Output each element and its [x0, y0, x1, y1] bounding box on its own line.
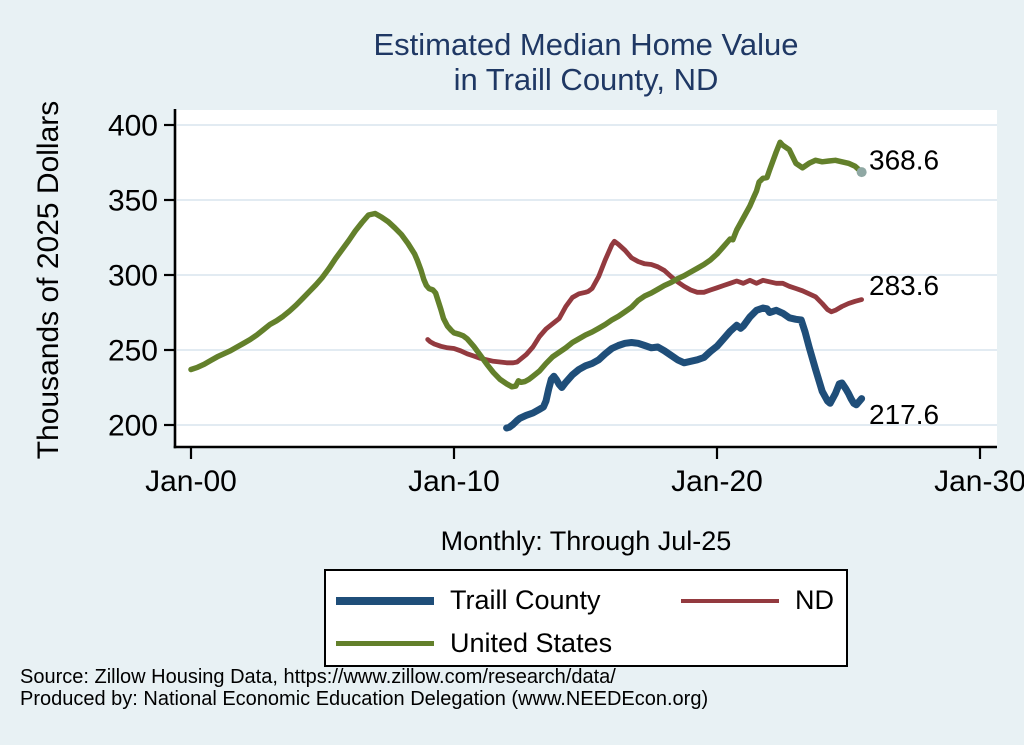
plot-background [175, 110, 997, 447]
line-swatch-nd [681, 598, 779, 603]
end-value-label-us: 368.6 [869, 145, 939, 176]
y-tick-label: 250 [108, 335, 158, 368]
y-tick-label: 300 [108, 260, 158, 293]
end-value-label-nd: 283.6 [869, 270, 939, 301]
y-tick-label: 400 [108, 110, 158, 143]
source-note: Source: Zillow Housing Data, https://www… [20, 666, 708, 710]
legend-item-nd: ND [681, 579, 846, 622]
series-end-marker-us [856, 167, 867, 178]
legend-label-united-states: United States [450, 628, 613, 658]
series-line-traill [503, 304, 866, 432]
x-tick-label: Jan-10 [408, 465, 500, 498]
legend-item-traill-county: Traill County [336, 579, 681, 622]
x-tick-label: Jan-00 [145, 465, 237, 498]
legend-label-nd: ND [795, 585, 834, 615]
x-tick-label: Jan-30 [934, 465, 1024, 498]
source-line: Source: Zillow Housing Data, https://www… [20, 666, 616, 688]
chart-title-line1: Estimated Median Home Value [373, 27, 799, 62]
y-tick-label: 200 [108, 410, 158, 443]
produced-by-line: Produced by: National Economic Education… [20, 688, 709, 710]
chart-subtitle: Monthly: Through Jul-25 [440, 526, 732, 556]
legend: Traill County ND United States [324, 569, 848, 667]
end-value-label-traill: 217.6 [869, 399, 939, 430]
x-tick-label: Jan-20 [671, 465, 763, 498]
series-line-us [188, 139, 865, 390]
legend-item-united-states: United States [336, 622, 681, 665]
line-swatch-traill-county [336, 596, 434, 605]
y-tick-label: 350 [108, 185, 158, 218]
legend-label-traill-county: Traill County [450, 585, 601, 615]
line-swatch-united-states [336, 641, 434, 646]
series-line-nd [425, 238, 864, 366]
chart-title-line2: in Traill County, ND [453, 62, 719, 97]
chart-title: Estimated Median Home Value in Traill Co… [175, 27, 997, 97]
